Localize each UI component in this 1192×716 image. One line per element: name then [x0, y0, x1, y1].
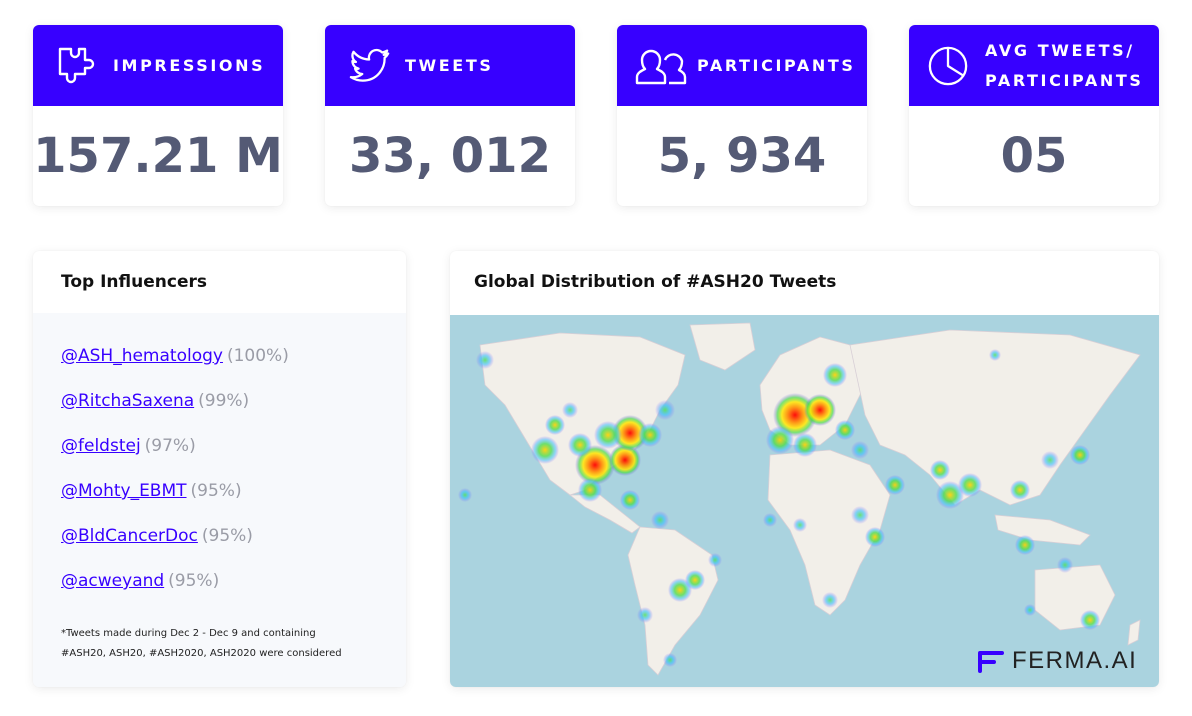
people-icon	[635, 45, 687, 87]
influencer-link[interactable]: @feldstej	[61, 436, 141, 456]
influencer-score: (97%)	[144, 436, 196, 456]
footnote: *Tweets made during Dec 2 - Dec 9 and co…	[61, 624, 406, 664]
influencer-link[interactable]: @ASH_hematology	[61, 346, 223, 366]
influencer-score: (95%)	[168, 571, 220, 591]
influencer-score: (95%)	[190, 481, 242, 501]
list-item: @ASH_hematology (100%)	[61, 346, 406, 391]
avg-tweets-value: 05	[1000, 128, 1068, 184]
influencer-link[interactable]: @BldCancerDoc	[61, 526, 198, 546]
map-title: Global Distribution of #ASH20 Tweets	[474, 272, 837, 292]
impressions-header: IMPRESSIONS	[33, 25, 283, 106]
footnote-line2: #ASH20, ASH20, #ASH2020, ASH2020 were co…	[61, 648, 342, 659]
avg-tweets-card: AVG TWEETS/ PARTICIPANTS 05	[909, 25, 1159, 206]
impressions-label: IMPRESSIONS	[113, 55, 266, 75]
influencer-score: (100%)	[226, 346, 289, 366]
top-influencers-title: Top Influencers	[61, 272, 207, 292]
influencer-link[interactable]: @Mohty_EBMT	[61, 481, 187, 501]
avg-tweets-label-line1: AVG TWEETS/	[985, 40, 1135, 60]
avg-tweets-header: AVG TWEETS/ PARTICIPANTS	[909, 25, 1159, 106]
ferma-brand-text: FERMA.AI	[1012, 647, 1138, 674]
influencer-score: (95%)	[201, 526, 253, 546]
list-item: @RitchaSaxena (99%)	[61, 391, 406, 436]
ferma-logo: FERMA.AI	[978, 647, 1137, 675]
tweets-label: TWEETS	[405, 55, 494, 75]
twitter-bird-icon	[349, 45, 391, 87]
world-map-svg	[458, 322, 1141, 676]
puzzle-icon	[57, 45, 99, 87]
ferma-logo-icon	[978, 651, 1004, 673]
influencers-list: @ASH_hematology (100%) @RitchaSaxena (99%)…	[33, 313, 406, 687]
participants-header: PARTICIPANTS	[617, 25, 867, 106]
top-influencers-panel: Top Influencers @ASH_hematology (100%) @R…	[33, 251, 406, 687]
list-item: @Mohty_EBMT (95%)	[61, 481, 406, 526]
tweet-heat-spots	[458, 349, 1100, 667]
list-item: @feldstej (97%)	[61, 436, 406, 481]
list-item: @acweyand (95%)	[61, 571, 406, 616]
participants-card: PARTICIPANTS 5, 934	[617, 25, 867, 206]
influencer-link[interactable]: @RitchaSaxena	[61, 391, 195, 411]
participants-label: PARTICIPANTS	[697, 55, 856, 75]
landmasses	[479, 322, 1141, 676]
avg-tweets-label-line2: PARTICIPANTS	[985, 70, 1144, 90]
influencer-score: (99%)	[198, 391, 250, 411]
impressions-card: IMPRESSIONS 157.21 M	[33, 25, 283, 206]
tweets-card: TWEETS 33, 012	[325, 25, 575, 206]
avg-tweets-label: AVG TWEETS/ PARTICIPANTS	[985, 36, 1143, 96]
list-item: @BldCancerDoc (95%)	[61, 526, 406, 571]
footnote-line1: *Tweets made during Dec 2 - Dec 9 and co…	[61, 628, 316, 639]
influencer-link[interactable]: @acweyand	[61, 571, 165, 591]
tweets-header: TWEETS	[325, 25, 575, 106]
participants-value: 5, 934	[657, 128, 827, 184]
pie-chart-icon	[927, 45, 969, 87]
impressions-value: 157.21 M	[33, 128, 283, 184]
tweets-value: 33, 012	[349, 128, 551, 184]
global-distribution-panel: Global Distribution of #ASH20 Tweets	[450, 251, 1159, 687]
world-heatmap[interactable]	[450, 315, 1159, 687]
